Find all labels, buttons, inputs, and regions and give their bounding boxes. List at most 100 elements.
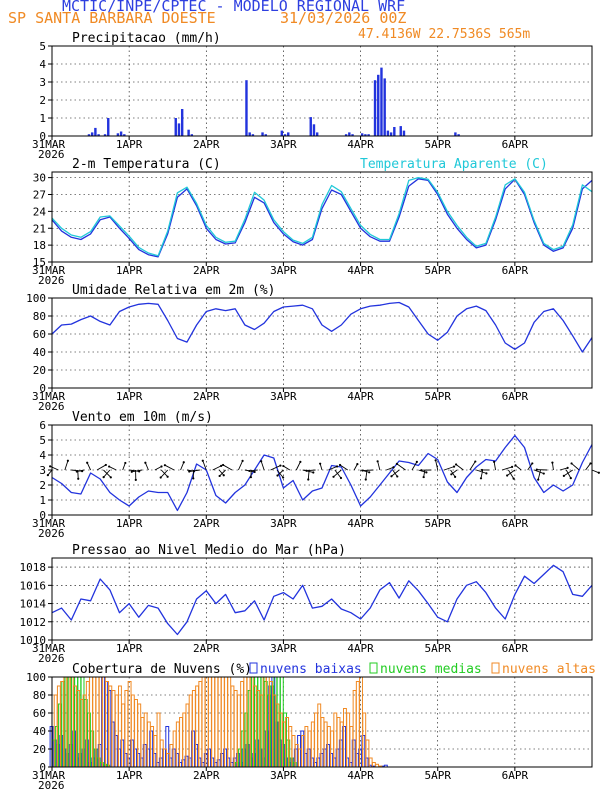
wind-arrow-head [188,470,191,473]
cloud-bar-nuvens-altas [163,748,167,768]
precip-bar [454,132,457,136]
wind-arrow [362,469,374,471]
wind-arrow [270,465,281,471]
clouds-xlabel-first: 31MAR [32,769,65,782]
precip-xlabel-day: 4APR [347,138,374,151]
wind-arrow [443,466,455,471]
wind-arrow-head [485,472,488,475]
precip-xlabel-day: 2APR [193,138,220,151]
pressure-ytick-label: 1014 [20,598,47,611]
wind-arrow [218,469,225,476]
wind-arrow [435,460,439,471]
cloud-bar-nuvens-altas [349,726,354,768]
wind-arrow [131,469,143,473]
cloud-bar-nuvens-altas [166,753,171,768]
wind-arrow-head [551,461,554,464]
wind-arrow-head [395,462,398,466]
pressure-xlabel-first: 31MAR [32,642,65,655]
cloud-bar-nuvens-altas [310,721,315,768]
precip-bar [245,80,248,136]
wind-arrow [202,460,207,471]
clouds-frame [51,676,593,768]
wind-arrow [189,469,200,472]
wind-arrow-head [537,478,540,481]
rh-title: Umidade Relativa em 2m (%) [72,283,276,298]
wind-arrow-head [422,475,425,479]
wind-arrow-head [396,475,399,478]
wind-xlabel-day: 5APR [424,517,451,530]
pressure-frame [51,557,593,641]
cloud-bar-nuvens-altas [95,676,100,768]
precip-ytick-label: 0 [39,130,46,143]
wind-arrow-head [415,460,418,463]
wind-arrow-head [166,475,169,478]
wind-arrow [571,463,580,471]
cloud-bar-nuvens-altas [230,685,235,768]
wind-arrow [537,469,542,480]
cloud-bar-nuvens-altas [159,739,164,768]
wind-arrow [451,469,458,475]
cloud-legend-label: nuvens altas [502,662,596,677]
temp-xlabel-day: 3APR [270,264,297,277]
cloud-bar-nuvens-altas [326,726,331,768]
precip-ytick-label: 1 [39,112,46,125]
wind-arrow [249,469,258,472]
wind-arrow [328,466,338,471]
precip-bar [360,133,364,136]
pressure-ytick-label: 1016 [20,579,47,592]
clouds-ytick-label: 80 [33,689,46,702]
wind-arrow-head [566,466,569,469]
pressure-xlabel-day: 4APR [347,642,374,655]
wind-arrow-head [307,478,310,481]
wind-arrow [160,469,169,478]
cloud-bar-nuvens-altas [339,721,344,768]
pressure-ytick-label: 1010 [20,634,47,647]
cloud-bar-nuvens-altas [153,735,158,768]
wind-arrow-head [535,468,538,471]
wind-arrow [122,462,126,471]
wind-arrow [391,469,400,477]
wind-arrow-head [260,460,263,463]
clouds-ytick-label: 40 [33,725,46,738]
cloud-bar-nuvens-altas [233,690,238,768]
temp-series-line [51,178,593,258]
cloud-bar-nuvens-altas [333,712,338,768]
cloud-bar-nuvens-altas [227,676,232,768]
wind-arrow-head [282,476,285,479]
cloud-bar-nuvens-altas [114,694,119,768]
wind-arrow [164,464,175,471]
header-title: MCTIC/INPE/CPTEC - MODELO REGIONAL WRF [62,0,406,15]
clouds-xlabel-day: 2APR [193,769,220,782]
wind-arrow-head [368,471,371,474]
cloud-bar-nuvens-altas [150,726,155,768]
wind-arrow [96,464,107,471]
precip-xlabel-day: 3APR [270,138,297,151]
precip-bar [344,134,348,136]
wind-arrow-head [134,478,137,481]
precip-bar [264,134,267,136]
precip-bar [248,132,251,136]
cloud-bar-nuvens-altas [301,735,306,768]
wind-arrow-head [75,470,78,473]
temp-title: 2-m Temperatura (C) [72,157,221,172]
precip-xlabel-year: 2026 [38,148,65,161]
cloud-bar-nuvens-altas [130,694,135,768]
wind-arrow [64,460,69,471]
wind-arrow-head [512,477,515,480]
pressure-ytick-label: 1018 [20,561,47,574]
precip-bar [261,132,264,136]
wind-arrow [49,465,59,471]
precip-bar [174,118,177,136]
wind-arrow [585,463,591,471]
wind-arrow-head [364,478,367,481]
precip-bar [393,127,396,136]
precip-xlabel-day: 5APR [424,138,451,151]
clouds-ytick-label: 100 [26,671,46,684]
cloud-bar-nuvens-altas [208,676,212,768]
wind-arrow-head [514,464,517,467]
wind-arrow-head [390,475,393,478]
precip-bar [103,134,107,136]
